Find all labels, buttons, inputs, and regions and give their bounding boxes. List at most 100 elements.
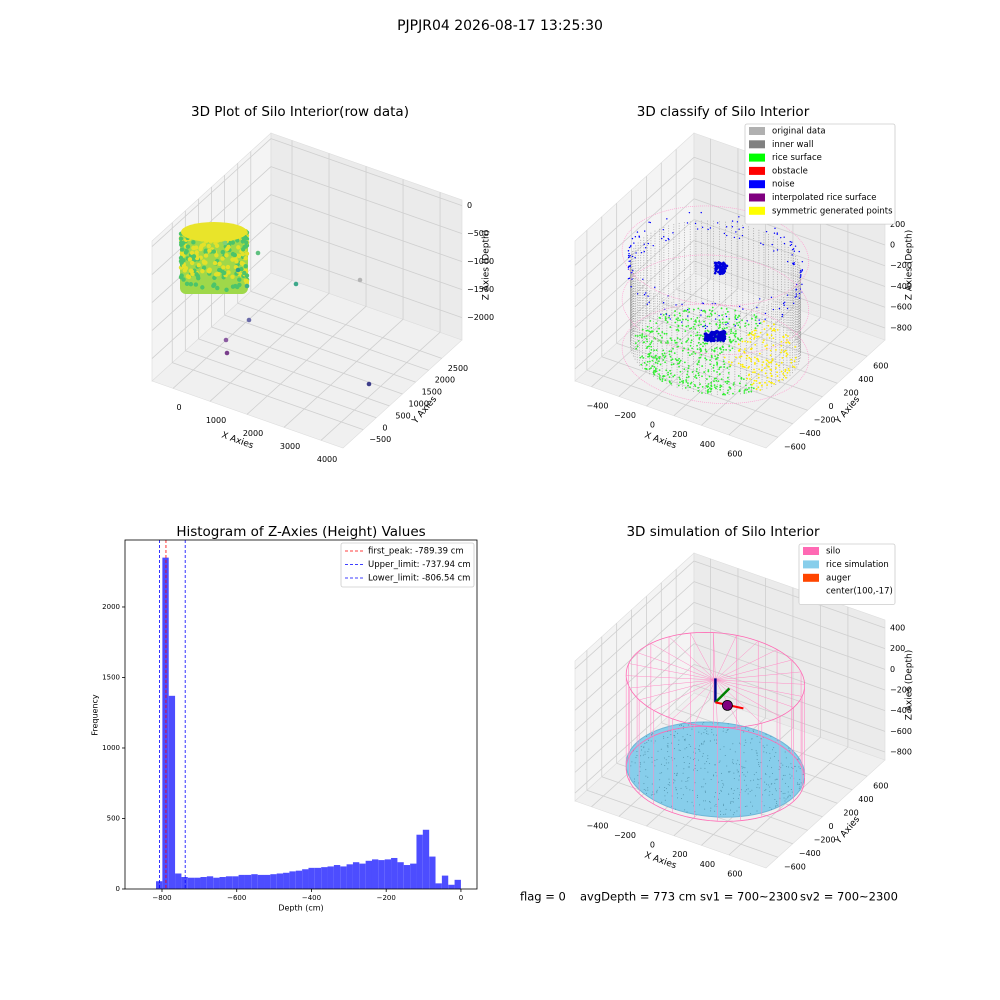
floor-point [734, 309, 737, 312]
floor-point [767, 361, 770, 364]
rice-dot [792, 768, 794, 770]
floor-point [687, 348, 690, 351]
rice-dot [769, 752, 771, 754]
floor-point [740, 337, 743, 340]
rice-dot [667, 784, 669, 786]
cloud-point [243, 278, 248, 283]
rice-dot [666, 788, 668, 790]
cloud-point [242, 270, 247, 276]
rice-dot [785, 798, 787, 800]
cloud-point [240, 251, 246, 257]
noise-point [781, 313, 784, 316]
floor-point [750, 360, 752, 363]
floor-point [790, 361, 793, 364]
floor-point [685, 341, 688, 343]
silo-spoke [653, 679, 716, 711]
floor-point [642, 341, 645, 344]
rice-dot [756, 778, 758, 780]
rice-dot [661, 772, 663, 774]
floor-point [659, 363, 662, 366]
floor-point [697, 307, 700, 310]
noise-point [630, 244, 632, 247]
bar [378, 860, 385, 889]
floor-point [694, 376, 696, 378]
noise-point [627, 250, 630, 252]
noise-point [635, 252, 637, 254]
rice-dot [640, 745, 642, 747]
rice-dot [674, 808, 676, 810]
floor-point [644, 367, 647, 370]
silo-spoke [715, 679, 794, 708]
rice-dot [718, 798, 720, 800]
grid-line [693, 219, 886, 287]
floor-point [696, 344, 698, 347]
cloud-point [212, 275, 217, 281]
y-tick-label: 200 [843, 809, 858, 818]
floor-point [646, 329, 649, 332]
noise-point [716, 266, 719, 270]
rice-dot [710, 810, 712, 812]
floor-point [686, 370, 689, 373]
floor-point [678, 360, 681, 363]
y-tick-label: 1000 [102, 744, 120, 752]
rice-dot [784, 800, 786, 802]
figure-title: PJPJR04 2026-08-17 13:25:30 [397, 18, 603, 34]
silo-spoke [626, 675, 716, 681]
silo-spoke [715, 649, 778, 681]
floor-point [701, 385, 704, 388]
floor-point [704, 348, 707, 351]
cloud-point [188, 282, 194, 287]
floor-point [748, 332, 751, 334]
rice-dot [709, 801, 711, 803]
rice-dot [798, 787, 800, 789]
floor-point [650, 341, 653, 344]
rice-dot [766, 744, 768, 746]
floor-point [672, 363, 675, 366]
rice-dot [732, 743, 734, 745]
cloud-point [182, 268, 188, 273]
legend-swatch [749, 140, 765, 149]
floor-point [714, 386, 716, 389]
cloud-point [195, 273, 201, 279]
rice-dot [685, 786, 687, 788]
floor-point [746, 354, 749, 357]
cloud-top [181, 222, 247, 242]
floor-point [755, 380, 758, 382]
floor-point [756, 324, 759, 327]
floor-point [705, 358, 708, 361]
y-tick-label: 600 [873, 362, 888, 371]
rice-dot [680, 798, 682, 800]
pane-back [270, 132, 463, 341]
legend-label: auger [826, 573, 851, 583]
floor-point [753, 336, 756, 339]
rice-dot [750, 801, 752, 803]
y-tick-label: 0 [829, 822, 834, 831]
floor-point [662, 313, 665, 316]
floor-point [690, 327, 693, 330]
rice-dot [663, 735, 665, 737]
x-tick-label: 0 [650, 421, 655, 430]
floor-point [639, 356, 642, 359]
noise-point [716, 337, 720, 341]
rice-dot [756, 758, 758, 760]
rice-dot [714, 764, 716, 766]
floor-point [719, 386, 722, 389]
rice-dot [785, 757, 787, 759]
rice-dot [663, 789, 665, 791]
rice-dot [739, 764, 741, 766]
rice-dot [783, 797, 785, 799]
rice-dot [717, 723, 719, 725]
rice-dot [770, 736, 772, 738]
noise-point [665, 313, 668, 315]
bar [302, 869, 309, 889]
floor-point [680, 342, 683, 345]
rice-dot [667, 792, 669, 794]
noise-point [722, 329, 726, 333]
rice-dot [664, 765, 666, 767]
rice-dot [787, 791, 789, 793]
floor-point [673, 339, 676, 342]
floor-point [687, 338, 690, 340]
rice-dot [645, 769, 647, 771]
floor-point [728, 336, 731, 339]
noise-point [709, 335, 713, 339]
